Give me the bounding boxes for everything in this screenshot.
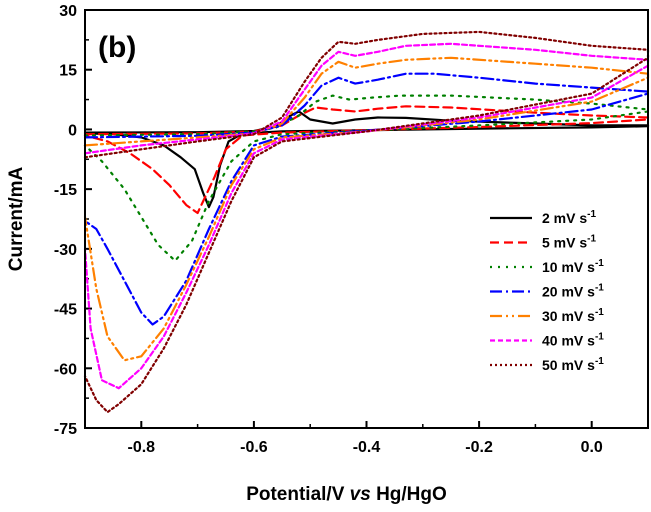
ticks: -0.8 -0.6 -0.4 -0.2 0.0 30 15 0 -15 -30 -45 -60 -75 bbox=[54, 3, 603, 456]
legend-label-2: 5 mV s-1 bbox=[542, 234, 596, 251]
x-tick-label: 0.0 bbox=[581, 439, 603, 456]
y-tick-label: 0 bbox=[68, 122, 77, 139]
y-tick-label: -15 bbox=[54, 182, 77, 199]
series-line-1 bbox=[83, 110, 650, 209]
x-axis-title-suffix: Hg/HgO bbox=[371, 484, 447, 505]
legend-label-5: 30 mV s-1 bbox=[542, 307, 604, 324]
series-line-2 bbox=[83, 105, 650, 215]
legend-label-4: 20 mV s-1 bbox=[542, 283, 604, 300]
y-tick-label: -75 bbox=[54, 421, 77, 438]
x-axis-title-italic: vs bbox=[350, 484, 371, 505]
y-tick-label: -30 bbox=[54, 242, 77, 259]
plot-frame bbox=[84, 9, 649, 429]
x-axis-title-prefix: Potential/V bbox=[246, 484, 349, 505]
legend-label-6: 40 mV s-1 bbox=[542, 332, 604, 349]
legend-label-1: 2 mV s-1 bbox=[542, 209, 596, 226]
x-axis-title: Potential/V vs Hg/HgO bbox=[246, 484, 447, 505]
y-tick-label: -60 bbox=[54, 361, 77, 378]
legend: 2 mV s-1 5 mV s-1 10 mV s-1 20 mV s-1 30 mV … bbox=[490, 209, 604, 373]
y-tick-label: 30 bbox=[59, 3, 77, 20]
x-tick-label: -0.4 bbox=[353, 439, 381, 456]
y-axis-title: Current/mA bbox=[6, 166, 27, 271]
panel-label: (b) bbox=[98, 31, 136, 64]
y-tick-label: 15 bbox=[59, 63, 77, 80]
x-tick-label: -0.2 bbox=[465, 439, 493, 456]
x-tick-label: -0.6 bbox=[240, 439, 268, 456]
x-tick-label: -0.8 bbox=[128, 439, 156, 456]
legend-label-3: 10 mV s-1 bbox=[542, 258, 604, 275]
y-tick-label: -45 bbox=[54, 302, 77, 319]
legend-label-7: 50 mV s-1 bbox=[542, 356, 604, 373]
